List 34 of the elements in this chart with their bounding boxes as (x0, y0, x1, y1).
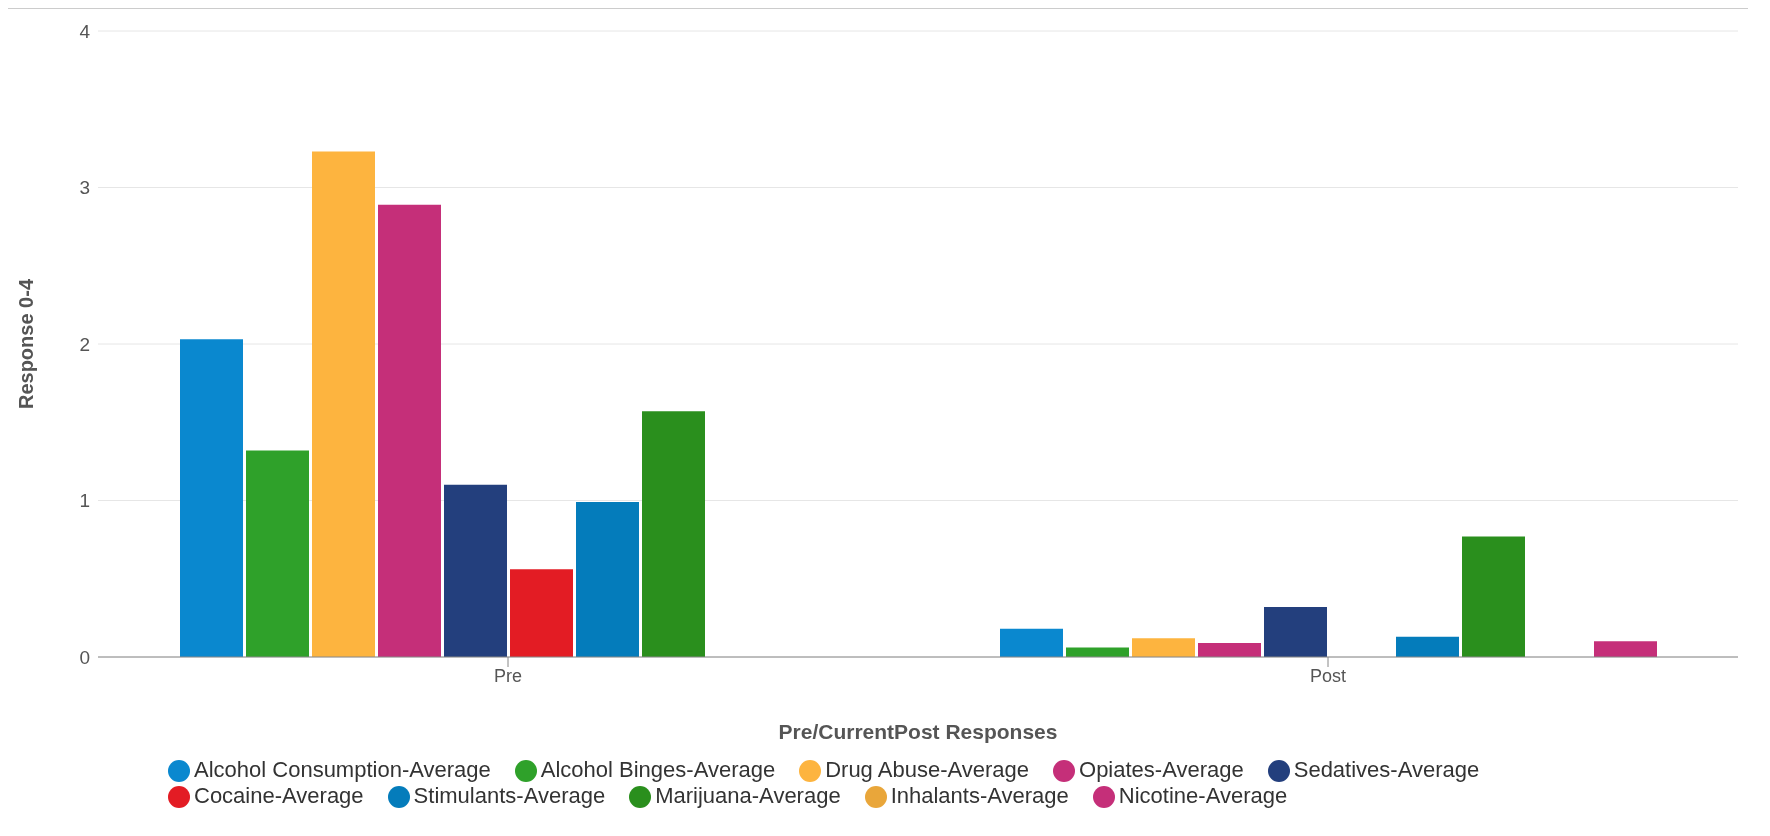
x-axis-title: Pre/CurrentPost Responses (778, 720, 1058, 743)
bar (1462, 536, 1525, 657)
legend-label: Sedatives-Average (1293, 757, 1480, 782)
y-tick-label: 2 (79, 333, 90, 355)
bar (1198, 642, 1261, 657)
y-tick-label: 3 (79, 177, 90, 199)
bar (642, 411, 705, 657)
bar (576, 502, 639, 657)
bar (1000, 628, 1063, 657)
bar (1396, 636, 1459, 657)
legend-label: Cocaine-Average (194, 783, 364, 808)
legend-label: Marijuana-Average (655, 783, 841, 808)
bar (1132, 638, 1195, 657)
y-axis-title: Response 0-4 (15, 278, 38, 410)
y-tick-label: 4 (79, 20, 91, 42)
bar (1264, 606, 1327, 657)
y-tick-label: 1 (79, 490, 90, 512)
legend-label: Opiates-Average (1079, 757, 1244, 782)
legend-label: Stimulants-Average (413, 783, 606, 808)
x-tick-label: Post (1309, 665, 1347, 686)
bar (180, 339, 243, 657)
x-tick-label: Pre (493, 665, 523, 686)
bar (312, 151, 375, 657)
bar (1594, 641, 1657, 657)
bar (378, 204, 441, 657)
legend-label: Alcohol Consumption-Average (194, 757, 491, 782)
legend-label: Nicotine-Average (1118, 783, 1288, 808)
bar (510, 569, 573, 657)
bar (246, 450, 309, 657)
legend-label: Drug Abuse-Average (825, 757, 1030, 782)
y-tick-label: 0 (79, 646, 90, 668)
legend-label: Inhalants-Average (890, 783, 1069, 808)
legend-label: Alcohol Binges-Average (540, 757, 776, 782)
bar (444, 484, 507, 657)
